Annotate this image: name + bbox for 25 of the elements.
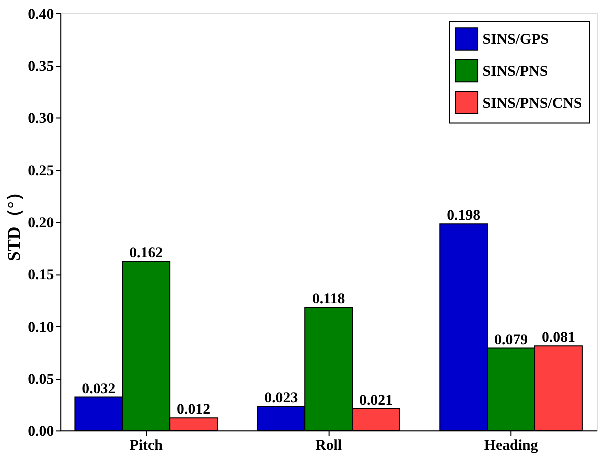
- x-tick-label: Heading: [484, 438, 539, 454]
- legend-label: SINS/GPS: [482, 32, 550, 48]
- data-label: 0.023: [264, 390, 298, 407]
- y-tick-label: 0.35: [28, 59, 54, 76]
- y-tick-label: 0.30: [28, 111, 54, 128]
- legend-label: SINS/PNS/CNS: [482, 96, 582, 112]
- data-label: 0.162: [130, 246, 164, 262]
- y-tick-label: 0.40: [28, 6, 54, 23]
- y-tick-label: 0.00: [28, 424, 54, 440]
- legend-label: SINS/PNS: [482, 64, 548, 80]
- data-label: 0.198: [447, 208, 481, 224]
- data-label: 0.081: [542, 330, 576, 346]
- y-axis-title: STD（°）: [4, 184, 24, 262]
- data-label: 0.032: [82, 381, 116, 398]
- x-tick-label: Roll: [316, 438, 342, 454]
- y-tick-label: 0.15: [28, 268, 54, 284]
- data-label: 0.021: [360, 392, 394, 409]
- y-tick-label: 0.20: [28, 216, 54, 232]
- data-label: 0.079: [494, 332, 528, 348]
- data-label: 0.118: [312, 292, 346, 308]
- data-label: 0.012: [177, 402, 211, 418]
- y-tick-label: 0.10: [28, 320, 54, 336]
- y-tick-label: 0.25: [28, 163, 54, 180]
- y-tick-label: 0.05: [28, 372, 54, 388]
- x-tick-label: Pitch: [130, 438, 164, 454]
